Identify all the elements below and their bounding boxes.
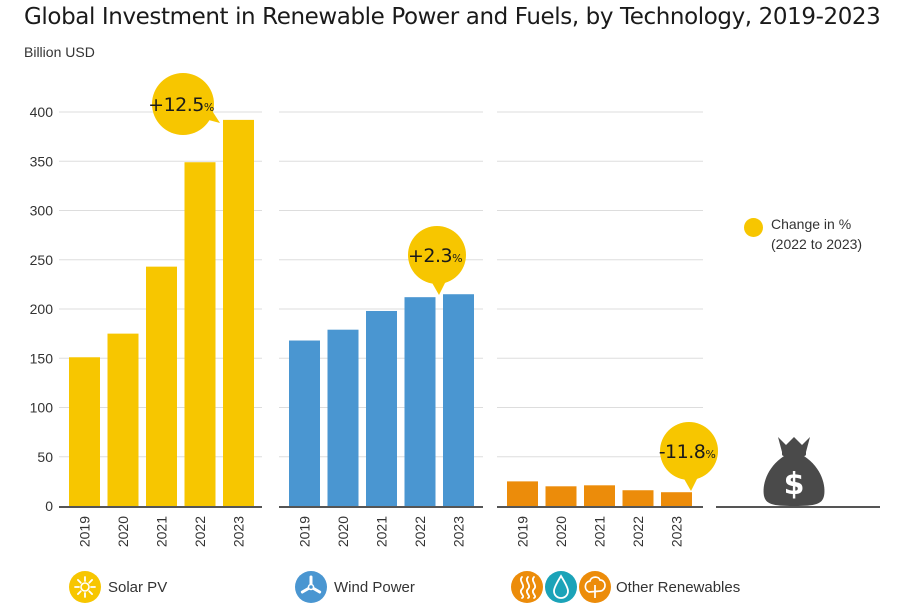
x-tick-label: 2022 xyxy=(192,516,208,547)
series-label-other: Other Renewables xyxy=(616,579,741,596)
change-legend-line2: (2022 to 2023) xyxy=(771,236,863,252)
bar-other-renewables-2020 xyxy=(545,486,577,506)
money-bag-icon: $ xyxy=(763,437,825,506)
change-value: +12.5% xyxy=(148,94,214,116)
change-callout-solar-pv: +12.5% xyxy=(148,73,220,135)
change-callout-wind-power: +2.3% xyxy=(408,226,466,295)
x-tick-label: 2021 xyxy=(154,516,170,547)
change-value: -11.8% xyxy=(659,441,716,463)
callout-tail xyxy=(431,279,447,295)
bioenergy-icon xyxy=(579,571,611,603)
x-tick-label: 2019 xyxy=(515,516,531,547)
change-legend-dot xyxy=(744,218,763,237)
hydro-droplet-icon xyxy=(545,571,577,603)
x-tick-label: 2019 xyxy=(77,516,93,547)
bar-solar-pv-2020 xyxy=(107,333,139,506)
bar-solar-pv-2022 xyxy=(184,162,216,507)
x-tick-label: 2023 xyxy=(231,516,247,547)
x-tick-label: 2020 xyxy=(553,516,569,547)
y-tick-label: 0 xyxy=(45,498,53,514)
x-tick-label: 2022 xyxy=(630,516,646,547)
wind-turbine-icon xyxy=(295,571,327,603)
y-tick-label: 400 xyxy=(30,104,54,120)
y-tick-label: 50 xyxy=(37,449,53,465)
y-tick-label: 350 xyxy=(30,153,54,169)
y-tick-label: 300 xyxy=(30,203,54,219)
callout-tail xyxy=(201,106,220,123)
y-tick-label: 200 xyxy=(30,301,54,317)
bar-other-renewables-2019 xyxy=(507,481,538,506)
bar-wind-power-2020 xyxy=(327,329,359,506)
y-tick-label: 150 xyxy=(30,350,54,366)
x-tick-label: 2019 xyxy=(297,516,313,547)
callout-bubble xyxy=(152,73,214,135)
x-tick-label: 2021 xyxy=(592,516,608,547)
chart-title: Global Investment in Renewable Power and… xyxy=(24,4,881,30)
bar-other-renewables-2021 xyxy=(584,485,615,506)
series-label-wind: Wind Power xyxy=(334,579,415,596)
bar-wind-power-2021 xyxy=(366,310,397,506)
y-axis-unit-label: Billion USD xyxy=(24,44,95,60)
y-tick-label: 100 xyxy=(30,400,54,416)
bar-solar-pv-2021 xyxy=(146,266,177,506)
callout-bubble xyxy=(408,226,466,284)
change-value: +2.3% xyxy=(408,245,462,267)
dollar-sign: $ xyxy=(784,467,805,502)
x-tick-label: 2021 xyxy=(374,516,390,547)
bar-wind-power-2023 xyxy=(443,294,474,506)
geothermal-icon xyxy=(511,571,543,603)
x-tick-label: 2020 xyxy=(335,516,351,547)
bar-wind-power-2022 xyxy=(404,297,436,506)
change-callout-other-renewables: -11.8% xyxy=(659,422,718,491)
callout-bubble xyxy=(660,422,718,480)
sun-icon xyxy=(69,571,101,603)
bar-solar-pv-2023 xyxy=(223,119,254,506)
y-tick-label: 250 xyxy=(30,252,54,268)
x-tick-label: 2020 xyxy=(115,516,131,547)
change-legend-line1: Change in % xyxy=(771,216,852,232)
x-tick-label: 2023 xyxy=(669,516,685,547)
bar-other-renewables-2022 xyxy=(622,490,654,506)
callout-tail xyxy=(683,475,699,491)
bar-wind-power-2019 xyxy=(289,340,320,506)
x-tick-label: 2022 xyxy=(412,516,428,547)
series-label-solar: Solar PV xyxy=(108,579,168,596)
bar-solar-pv-2019 xyxy=(69,357,100,506)
bar-other-renewables-2023 xyxy=(661,492,692,506)
x-tick-label: 2023 xyxy=(451,516,467,547)
